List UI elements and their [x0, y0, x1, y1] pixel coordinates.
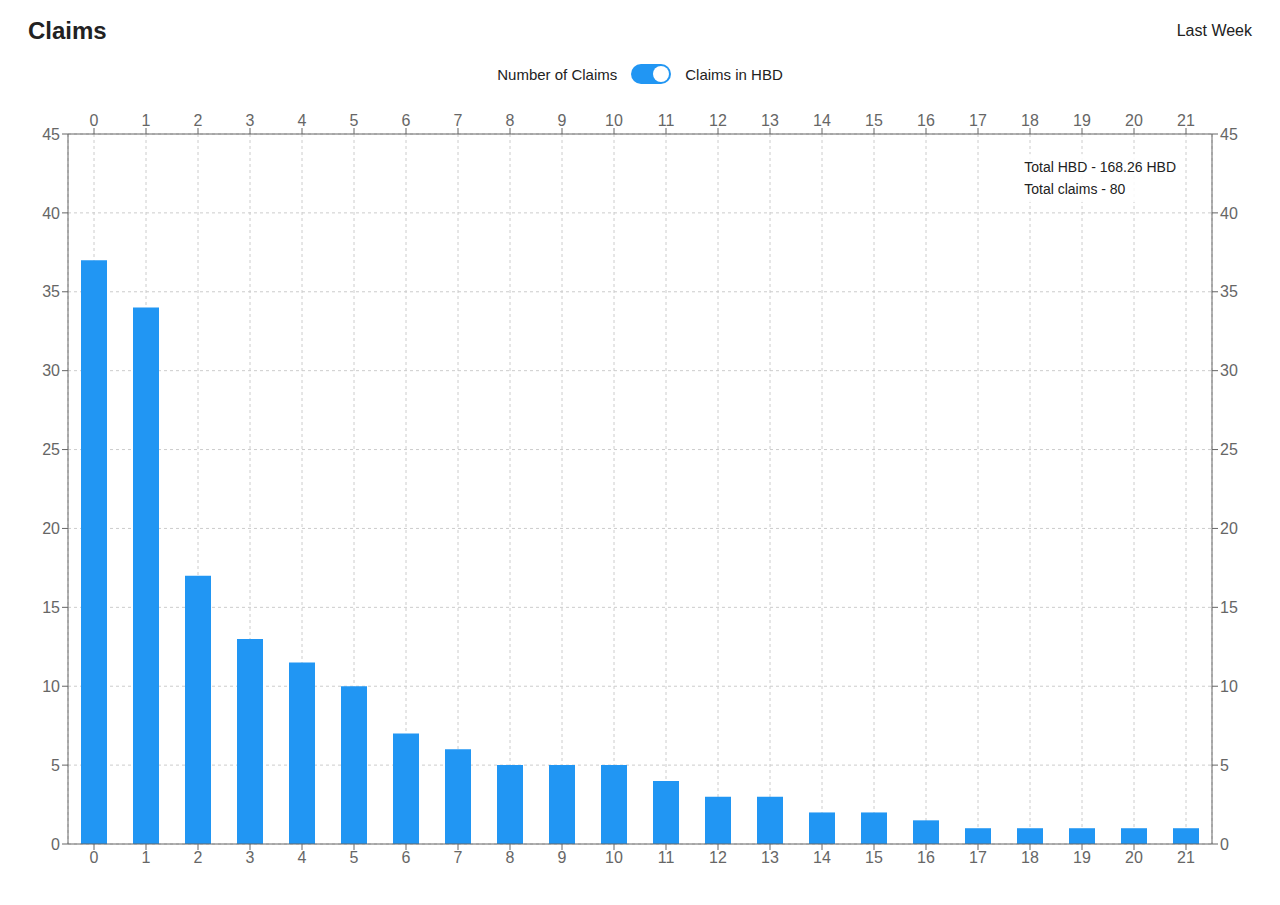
svg-text:0: 0	[90, 112, 99, 129]
svg-text:19: 19	[1073, 112, 1091, 129]
svg-text:20: 20	[1125, 849, 1143, 866]
svg-text:1: 1	[142, 112, 151, 129]
svg-text:30: 30	[1220, 362, 1238, 379]
svg-text:7: 7	[454, 849, 463, 866]
svg-text:10: 10	[42, 678, 60, 695]
svg-text:17: 17	[969, 849, 987, 866]
svg-text:5: 5	[350, 849, 359, 866]
svg-text:6: 6	[402, 112, 411, 129]
svg-text:14: 14	[813, 112, 831, 129]
svg-text:16: 16	[917, 112, 935, 129]
svg-text:18: 18	[1021, 849, 1039, 866]
svg-text:30: 30	[42, 362, 60, 379]
svg-text:25: 25	[42, 441, 60, 458]
html-text:Total claims - 80: Total claims - 80	[1024, 181, 1126, 197]
svg-text:15: 15	[42, 599, 60, 616]
svg-text:18: 18	[1021, 112, 1039, 129]
svg-text:35: 35	[1220, 283, 1238, 300]
svg-text:40: 40	[1220, 205, 1238, 222]
svg-text:13: 13	[761, 112, 779, 129]
svg-text:5: 5	[350, 112, 359, 129]
svg-text:45: 45	[1220, 126, 1238, 143]
svg-text:1: 1	[142, 849, 151, 866]
svg-text:15: 15	[865, 849, 883, 866]
svg-text:11: 11	[658, 849, 675, 866]
svg-text:10: 10	[605, 849, 623, 866]
svg-text:8: 8	[506, 849, 515, 866]
svg-text:20: 20	[42, 520, 60, 537]
svg-text:25: 25	[1220, 441, 1238, 458]
svg-text:7: 7	[454, 112, 463, 129]
svg-text:21: 21	[1177, 849, 1195, 866]
svg-text:0: 0	[1220, 836, 1229, 853]
svg-text:9: 9	[558, 849, 567, 866]
svg-text:15: 15	[1220, 599, 1238, 616]
svg-text:5: 5	[51, 757, 60, 774]
html-text:Last Week: Last Week	[1176, 22, 1252, 39]
svg-text:40: 40	[42, 205, 60, 222]
svg-text:0: 0	[90, 849, 99, 866]
svg-text:12: 12	[709, 112, 727, 129]
svg-text:11: 11	[658, 112, 675, 129]
svg-text:6: 6	[402, 849, 411, 866]
svg-text:10: 10	[605, 112, 623, 129]
svg-text:3: 3	[246, 849, 255, 866]
svg-text:17: 17	[969, 112, 987, 129]
html-text:Number of Claims: Number of Claims	[497, 65, 618, 83]
svg-text:14: 14	[813, 849, 831, 866]
svg-text:3: 3	[246, 112, 255, 129]
svg-text:13: 13	[761, 849, 779, 866]
svg-text:19: 19	[1073, 849, 1091, 866]
svg-text:4: 4	[298, 112, 307, 129]
svg-text:4: 4	[298, 849, 307, 866]
svg-text:8: 8	[506, 112, 515, 129]
svg-text:20: 20	[1125, 112, 1143, 129]
svg-text:12: 12	[709, 849, 727, 866]
svg-text:5: 5	[1220, 757, 1229, 774]
svg-text:16: 16	[917, 849, 935, 866]
svg-text:2: 2	[194, 849, 203, 866]
svg-text:0: 0	[51, 836, 60, 853]
svg-text:20: 20	[1220, 520, 1238, 537]
svg-text:2: 2	[194, 112, 203, 129]
html-text:Claims in HBD: Claims in HBD	[685, 65, 783, 83]
html-text:Claims: Claims	[28, 17, 107, 44]
svg-text:15: 15	[865, 112, 883, 129]
svg-text:45: 45	[42, 126, 60, 143]
svg-text:21: 21	[1177, 112, 1195, 129]
svg-text:9: 9	[558, 112, 567, 129]
svg-text:35: 35	[42, 283, 60, 300]
html-text:Total HBD - 168.26 HBD: Total HBD - 168.26 HBD	[1024, 159, 1176, 175]
svg-text:10: 10	[1220, 678, 1238, 695]
